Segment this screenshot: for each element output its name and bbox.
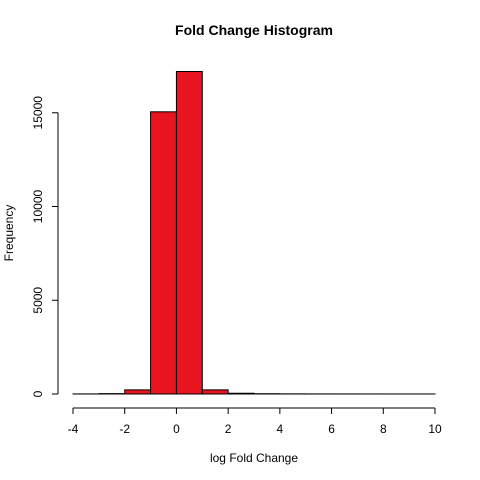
histogram-bar-2 [124, 389, 152, 395]
x-tick-label: -2 [119, 422, 130, 436]
y-tick-label: 5000 [31, 287, 45, 314]
y-tick-label: 0 [31, 390, 45, 397]
bars-group [72, 71, 436, 395]
histogram-bar-4 [175, 71, 203, 395]
chart-title: Fold Change Histogram [175, 22, 333, 38]
histogram-bar-6 [227, 392, 255, 395]
x-tick-label: 8 [380, 422, 387, 436]
y-axis-label: Frequency [2, 205, 16, 262]
y-tick-label: 15000 [31, 96, 45, 130]
x-axis-ticks: -4 -2 0 2 4 6 8 10 [68, 408, 442, 436]
y-axis-ticks: 0 5000 10000 15000 [31, 96, 58, 397]
y-tick-label: 10000 [31, 189, 45, 223]
x-tick-label: -4 [68, 422, 79, 436]
histogram-bar-3 [150, 111, 177, 395]
x-tick-label: 10 [428, 422, 442, 436]
x-tick-label: 6 [328, 422, 335, 436]
x-axis-label: log Fold Change [210, 451, 298, 465]
x-tick-label: 4 [277, 422, 284, 436]
x-tick-label: 2 [225, 422, 232, 436]
x-tick-label: 0 [173, 422, 180, 436]
histogram-bar-5 [201, 389, 229, 395]
